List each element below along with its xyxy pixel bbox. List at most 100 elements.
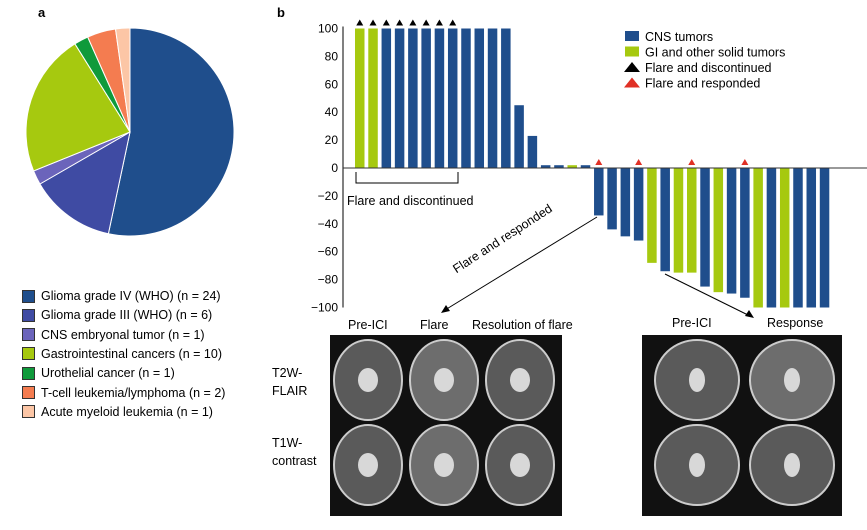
y-tick-label: 0 — [331, 161, 338, 175]
row-t2w-b: FLAIR — [272, 384, 308, 398]
bar — [766, 168, 777, 308]
bar — [554, 165, 564, 168]
bar — [647, 168, 657, 263]
y-tick-label: −20 — [318, 189, 339, 203]
bar — [514, 105, 524, 168]
bar — [819, 168, 830, 308]
bar — [434, 28, 445, 168]
bar — [607, 168, 617, 230]
legend-swatch — [22, 405, 35, 419]
y-tick-label: −80 — [318, 273, 339, 287]
pie-chart — [25, 27, 235, 237]
flare-discontinued-marker — [369, 19, 377, 26]
flare-responded-marker — [595, 159, 603, 165]
row-t1w-b: contrast — [272, 454, 317, 468]
bar — [368, 28, 378, 168]
bar — [540, 165, 551, 168]
mri-ventricle — [689, 453, 705, 477]
bar — [740, 168, 750, 298]
row-t2w-a: T2W- — [272, 366, 303, 380]
mri-ventricle — [358, 368, 378, 392]
legend-swatch — [22, 328, 35, 342]
bar — [421, 28, 431, 168]
flare-responded-marker — [688, 159, 696, 165]
y-tick-label: 20 — [325, 133, 339, 147]
bar — [394, 28, 405, 168]
legend-label: Glioma grade IV (WHO) (n = 24) — [41, 289, 221, 303]
bar — [474, 28, 485, 168]
bar — [461, 28, 471, 168]
legend-label: CNS tumors — [645, 30, 713, 44]
bar — [447, 28, 458, 168]
legend-label: Acute myeloid leukemia (n = 1) — [41, 404, 213, 419]
bar — [620, 168, 631, 237]
y-tick-label: −40 — [318, 217, 339, 231]
arrow-line — [444, 216, 598, 311]
bar — [355, 28, 365, 168]
bracket — [355, 172, 459, 184]
bar — [567, 165, 577, 168]
legend-item: Glioma grade III (WHO) (n = 6) — [22, 308, 212, 322]
flare-discontinued-marker — [409, 19, 417, 26]
bar — [753, 168, 763, 308]
bar — [793, 168, 803, 308]
bar — [687, 168, 697, 273]
flare-discontinued-marker — [435, 19, 443, 26]
pie-slice — [114, 27, 131, 133]
mri-ventricle — [510, 453, 530, 477]
legend-label: CNS embryonal tumor (n = 1) — [41, 327, 205, 342]
legend-item: Gastrointestinal cancers (n = 10) — [22, 347, 222, 361]
col-resolution: Resolution of flare — [472, 318, 573, 332]
legend-label: Flare and responded — [645, 77, 760, 91]
legend-label: T-cell leukemia/lymphoma (n = 2) — [41, 385, 226, 400]
annotation-discontinued: Flare and discontinued — [347, 194, 474, 208]
bar — [527, 135, 538, 168]
bar — [726, 168, 737, 294]
mri-ventricle — [434, 368, 454, 392]
flare-discontinued-marker — [422, 19, 430, 26]
mri-ventricle — [358, 453, 378, 477]
mri-ventricle — [434, 453, 454, 477]
bar — [673, 168, 684, 273]
col-pre-ici: Pre-ICI — [348, 318, 388, 332]
bar — [660, 168, 670, 272]
y-tick-label: −60 — [318, 245, 339, 259]
legend-swatch — [625, 31, 639, 41]
legend-item: T-cell leukemia/lymphoma (n = 2) — [22, 386, 225, 400]
bar — [580, 165, 591, 168]
legend-swatch — [22, 308, 35, 322]
legend-marker — [624, 62, 640, 72]
legend-label: GI and other solid tumors — [645, 46, 785, 60]
flare-responded-marker — [741, 159, 749, 165]
legend-label: Gastrointestinal cancers (n = 10) — [41, 346, 222, 361]
flare-responded-marker — [635, 159, 643, 165]
bar — [408, 28, 418, 168]
y-tick-label: −100 — [311, 301, 338, 315]
legend-item: Glioma grade IV (WHO) (n = 24) — [22, 289, 221, 303]
bar — [779, 168, 790, 308]
panel-label-b: b — [277, 5, 285, 20]
pie-slice — [39, 131, 131, 235]
panel-label-a: a — [38, 5, 46, 20]
flare-discontinued-marker — [449, 19, 457, 26]
col-flare: Flare — [420, 318, 449, 332]
row-t1w-a: T1W- — [272, 436, 303, 450]
legend-item: Acute myeloid leukemia (n = 1) — [22, 405, 213, 419]
arrow-head — [441, 305, 450, 313]
bar — [381, 28, 392, 168]
mri-ventricle — [784, 453, 800, 477]
bar — [713, 168, 724, 293]
legend-item: CNS embryonal tumor (n = 1) — [22, 328, 205, 342]
bar — [594, 168, 604, 216]
bar — [633, 168, 644, 241]
arrow-line — [664, 273, 751, 317]
legend-swatch — [22, 347, 35, 361]
bar — [487, 28, 498, 168]
legend-swatch — [625, 46, 639, 57]
legend-swatch — [22, 386, 35, 399]
legend-label: Glioma grade III (WHO) (n = 6) — [41, 308, 213, 323]
bar — [700, 168, 710, 287]
mri-ventricle — [784, 368, 800, 392]
